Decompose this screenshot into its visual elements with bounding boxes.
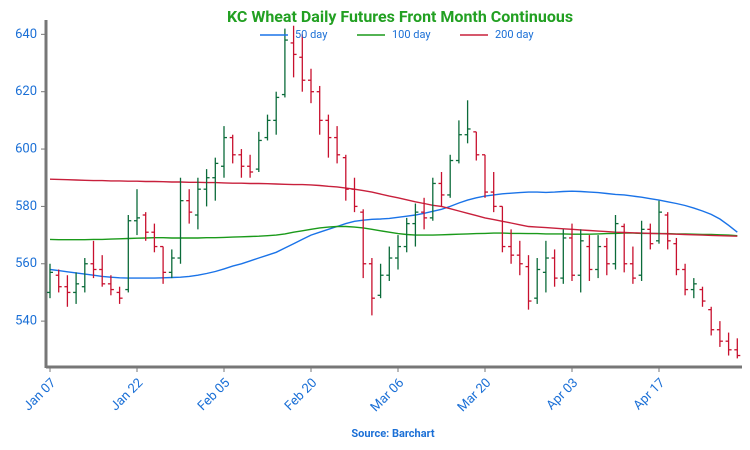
x-tick-label: Apr 03 xyxy=(544,376,581,413)
x-tick-label: Jan 22 xyxy=(108,376,146,414)
y-tick-label: 540 xyxy=(15,314,37,329)
x-tick-label: Feb 20 xyxy=(282,376,320,414)
ma-line xyxy=(49,190,738,279)
x-tick-label: Mar 20 xyxy=(455,376,494,415)
y-tick-label: 620 xyxy=(15,84,37,99)
ma-line xyxy=(49,178,738,237)
x-tick-label: Jan 07 xyxy=(21,376,59,414)
y-tick-label: 600 xyxy=(15,141,37,156)
legend-label: 50 day xyxy=(295,28,328,41)
y-tick-label: 580 xyxy=(15,199,37,214)
legend-label: 200 day xyxy=(495,28,534,41)
chart-title: KC Wheat Daily Futures Front Month Conti… xyxy=(227,7,573,26)
y-tick-label: 640 xyxy=(15,27,37,42)
x-tick-label: Mar 06 xyxy=(368,376,407,415)
y-tick-label: 560 xyxy=(15,256,37,271)
source: Source: Barchart xyxy=(351,427,434,440)
x-tick-label: Feb 05 xyxy=(195,376,233,414)
legend-label: 100 day xyxy=(392,28,431,41)
x-tick-label: Apr 17 xyxy=(631,376,668,413)
